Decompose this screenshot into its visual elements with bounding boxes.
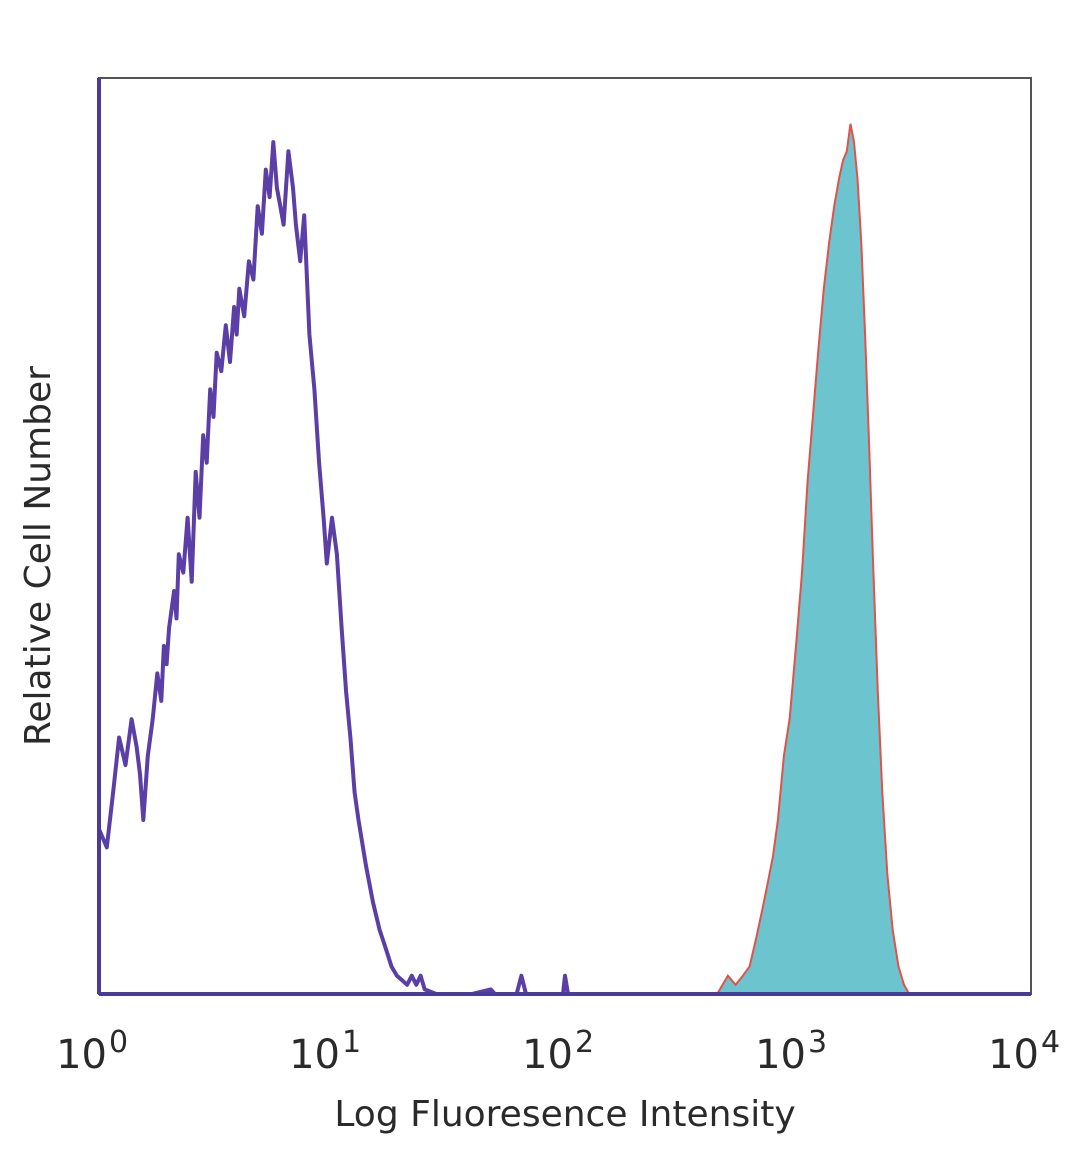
filled-histogram-area xyxy=(717,123,910,995)
x-tick-exponent: 2 xyxy=(575,1025,594,1060)
y-axis-title: Relative Cell Number xyxy=(18,366,59,746)
x-axis-title: Log Fluoresence Intensity xyxy=(334,1094,795,1135)
x-tick-exponent: 1 xyxy=(342,1025,361,1060)
filled-histogram-outline xyxy=(716,123,911,995)
x-tick-label: 10 0 xyxy=(56,1025,128,1078)
x-tick-base: 10 xyxy=(56,1032,107,1078)
control-histogram-line xyxy=(97,140,1031,996)
x-tick-base: 10 xyxy=(988,1032,1039,1078)
x-tick-exponent: 0 xyxy=(109,1025,128,1060)
plot-frame xyxy=(98,77,1032,995)
x-tick-label: 10 1 xyxy=(289,1025,361,1078)
x-tick-label: 10 4 xyxy=(988,1025,1060,1078)
x-tick-exponent: 3 xyxy=(808,1025,827,1060)
series-layer xyxy=(97,123,1031,996)
x-tick-exponent: 4 xyxy=(1041,1025,1060,1060)
x-tick-base: 10 xyxy=(289,1032,340,1078)
x-tick-base: 10 xyxy=(522,1032,573,1078)
x-tick-label: 10 3 xyxy=(755,1025,827,1078)
x-tick-labels: 10 0 10 1 10 2 10 3 10 4 xyxy=(56,1025,1060,1078)
x-tick-base: 10 xyxy=(755,1032,806,1078)
x-tick-label: 10 2 xyxy=(522,1025,594,1078)
